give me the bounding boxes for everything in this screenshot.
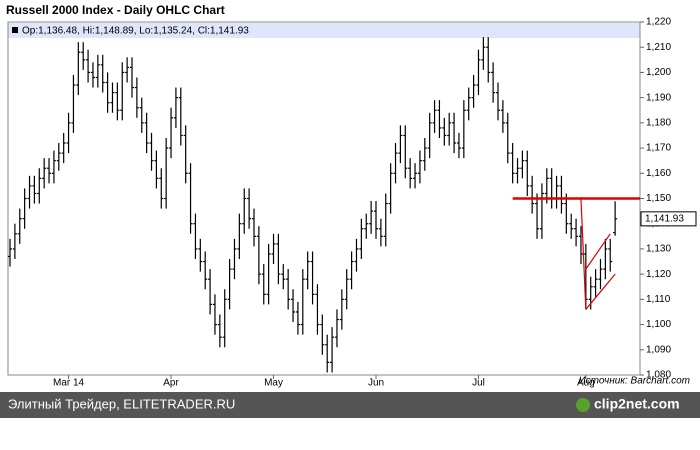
legend-swatch [12, 27, 18, 33]
trend-line [585, 273, 616, 310]
y-tick-label: 1,160 [646, 168, 671, 179]
y-tick-label: 1,170 [646, 143, 671, 154]
y-tick-label: 1,210 [646, 42, 671, 53]
legend-strip [8, 23, 640, 38]
chart-title: Russell 2000 Index - Daily OHLC Chart [6, 3, 225, 17]
trend-line [580, 198, 587, 310]
x-tick-label: Jun [368, 378, 384, 389]
watermark: clip2net.com [594, 396, 680, 412]
y-tick-label: 1,120 [646, 269, 671, 280]
logo-icon [576, 398, 590, 412]
y-tick-label: 1,110 [646, 294, 671, 305]
last-value-label: 1,141.93 [645, 213, 684, 224]
y-tick-label: 1,130 [646, 244, 671, 255]
x-tick-label: Aug [577, 378, 595, 389]
y-tick-label: 1,150 [646, 193, 671, 204]
source: Источник: Barchart.com [579, 376, 690, 387]
y-tick-label: 1,200 [646, 67, 671, 78]
x-tick-label: May [264, 378, 283, 389]
y-tick-label: 1,090 [646, 344, 671, 355]
y-tick-label: 1,180 [646, 117, 671, 128]
x-tick-label: Apr [163, 378, 179, 389]
y-tick-label: 1,100 [646, 319, 671, 330]
y-tick-label: 1,190 [646, 92, 671, 103]
last-value-box [640, 211, 697, 227]
y-tick-label: 1,080 [646, 370, 671, 381]
y-tick-label: 1,220 [646, 17, 671, 28]
footer: Элитный Трейдер, ELITETRADER.RU [8, 396, 235, 411]
legend: Op:1,136.48, Hi:1,148.89, Lo:1,135.24, C… [22, 26, 249, 37]
x-tick-label: Jul [472, 378, 485, 389]
plot: 1,0801,0901,1001,1101,1201,1301,1401,150… [8, 17, 697, 389]
x-tick-label: Mar 14 [53, 378, 85, 389]
trend-line [585, 233, 611, 270]
